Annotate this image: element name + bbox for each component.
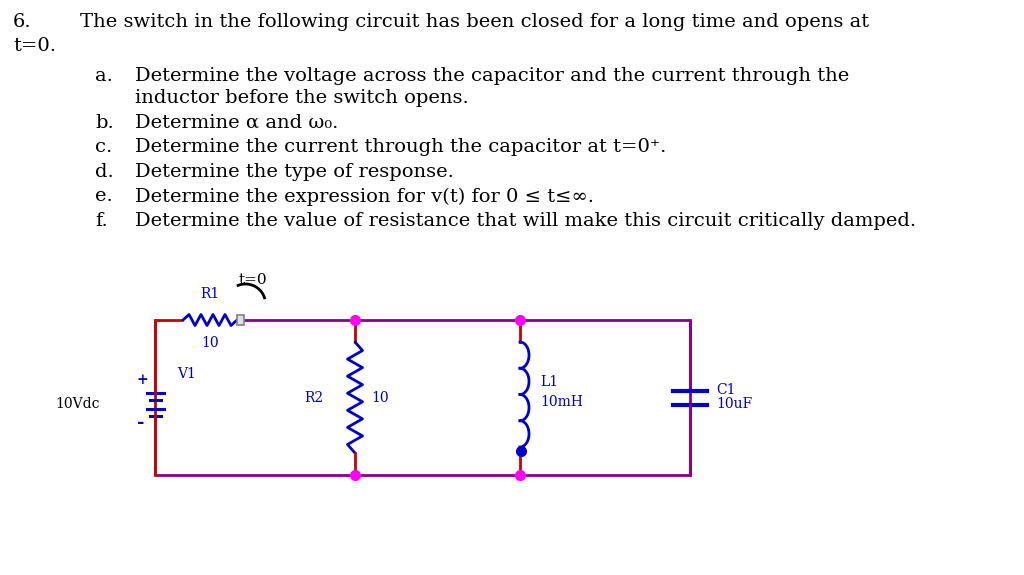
Text: 10Vdc: 10Vdc: [55, 397, 100, 412]
Text: b.: b.: [95, 114, 114, 132]
Text: 10: 10: [201, 336, 219, 350]
Text: f.: f.: [95, 212, 108, 230]
Text: e.: e.: [95, 187, 113, 205]
Text: Determine the voltage across the capacitor and the current through the: Determine the voltage across the capacit…: [135, 67, 849, 85]
Text: c.: c.: [95, 139, 113, 156]
Text: a.: a.: [95, 67, 113, 85]
Text: +: +: [137, 374, 148, 388]
Text: Determine the current through the capacitor at t=0⁺.: Determine the current through the capaci…: [135, 139, 667, 156]
Text: The switch in the following circuit has been closed for a long time and opens at: The switch in the following circuit has …: [80, 13, 869, 31]
Text: R1: R1: [201, 287, 219, 301]
Bar: [237, 315, 244, 325]
Text: L1: L1: [540, 375, 558, 389]
Text: d.: d.: [95, 163, 114, 181]
Text: t=0.: t=0.: [13, 37, 56, 55]
Text: R2: R2: [304, 390, 323, 404]
Text: C1: C1: [716, 384, 735, 397]
Text: t=0: t=0: [239, 273, 267, 287]
Text: 6.: 6.: [13, 13, 32, 31]
Text: 10: 10: [371, 390, 389, 404]
Text: inductor before the switch opens.: inductor before the switch opens.: [135, 90, 469, 108]
Text: 10uF: 10uF: [716, 397, 753, 412]
Text: Determine the type of response.: Determine the type of response.: [135, 163, 454, 181]
Text: Determine the value of resistance that will make this circuit critically damped.: Determine the value of resistance that w…: [135, 212, 916, 230]
Text: -: -: [137, 413, 144, 431]
Text: V1: V1: [177, 367, 196, 381]
Text: Determine α and ω₀.: Determine α and ω₀.: [135, 114, 338, 132]
Text: 10mH: 10mH: [540, 396, 583, 409]
Text: Determine the expression for v(t) for 0 ≤ t≤∞.: Determine the expression for v(t) for 0 …: [135, 187, 594, 206]
